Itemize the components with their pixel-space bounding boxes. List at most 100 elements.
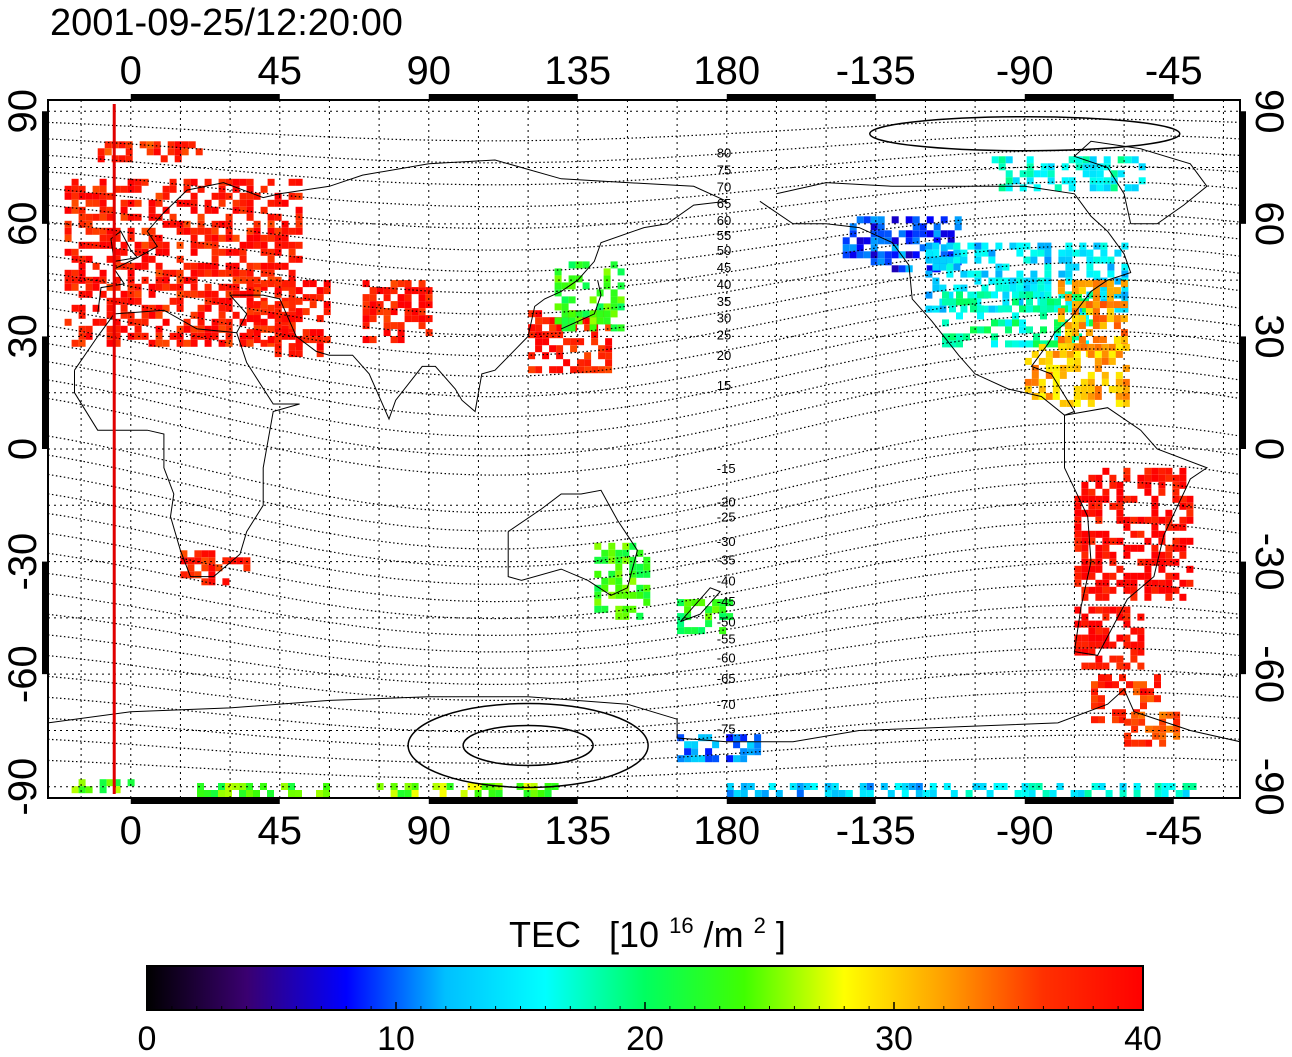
lon-tick-label-bottom: 180 — [693, 809, 760, 853]
tec-cell — [323, 301, 331, 309]
lat-tick-label-left: -90 — [1, 758, 45, 816]
tec-cell — [1088, 530, 1096, 538]
tec-cell — [1179, 544, 1187, 552]
tec-cell — [169, 178, 177, 186]
tec-cell — [411, 315, 419, 323]
tec-cell — [267, 213, 275, 221]
tec-cell — [85, 325, 93, 333]
tec-cell — [1165, 467, 1173, 475]
tec-cell — [922, 790, 930, 797]
tec-cell — [870, 223, 878, 231]
tec-cell — [1080, 392, 1088, 400]
tec-cell — [1059, 364, 1067, 372]
tec-cell — [92, 213, 100, 221]
tec-cell — [1120, 336, 1128, 344]
tec-cell — [1075, 163, 1083, 171]
tec-cell — [1044, 249, 1052, 257]
tec-cell — [981, 249, 989, 257]
tec-cell — [1165, 551, 1173, 559]
tec-cell — [155, 276, 163, 284]
tec-cell — [636, 612, 644, 620]
tec-cell — [274, 241, 282, 249]
tec-cell — [134, 185, 142, 193]
tec-cell — [141, 318, 149, 326]
tec-cell — [1109, 558, 1117, 566]
tec-cell — [1094, 343, 1102, 351]
tec-cell — [1064, 294, 1072, 302]
tec-cell — [1130, 648, 1138, 656]
tec-cell — [390, 308, 398, 316]
tec-cell — [194, 571, 202, 579]
tec-cell — [404, 308, 412, 316]
tec-cell — [891, 244, 899, 252]
tec-cell — [71, 206, 79, 214]
tec-cell — [260, 269, 268, 277]
tec-cell — [1116, 516, 1124, 524]
tec-cell — [211, 318, 219, 326]
tec-cell — [1068, 184, 1076, 192]
contour-label: 50 — [717, 243, 731, 258]
tec-cell — [1158, 474, 1166, 482]
tec-cell — [796, 790, 804, 797]
tec-cell — [1088, 648, 1096, 656]
tec-cell — [1095, 474, 1103, 482]
tec-cell — [1092, 287, 1100, 295]
tec-cell — [605, 345, 613, 353]
tec-cell — [1005, 326, 1012, 334]
tec-cell — [267, 280, 275, 288]
tec-cell — [582, 261, 590, 269]
tec-cell — [1121, 305, 1129, 313]
tec-cell — [92, 227, 100, 235]
tec-cell — [148, 304, 156, 312]
tec-cell — [1116, 634, 1124, 642]
tec-cell — [1068, 177, 1076, 185]
tec-cell — [309, 294, 317, 302]
tec-cell — [243, 557, 251, 565]
tec-cell — [281, 783, 288, 790]
tec-cell — [106, 283, 114, 291]
tec-cell — [1116, 502, 1124, 510]
tec-cell — [260, 241, 268, 249]
tec-cell — [1073, 385, 1081, 393]
tec-cell — [556, 352, 564, 360]
tec-cell — [183, 318, 191, 326]
tec-cell — [232, 311, 240, 319]
tec-cell — [204, 332, 212, 340]
tec-cell — [215, 564, 223, 572]
tec-cell — [390, 322, 398, 330]
tec-cell — [947, 237, 955, 245]
tec-cell — [411, 308, 419, 316]
lon-tick-label-top: 90 — [407, 49, 452, 93]
tec-cell — [1087, 385, 1095, 393]
tec-cell — [954, 223, 962, 231]
tec-cell — [1068, 156, 1076, 164]
lon-tick-label-top: 180 — [693, 49, 760, 93]
tec-cell — [113, 255, 121, 263]
tec-cell — [1123, 516, 1131, 524]
tec-cell — [705, 755, 713, 763]
tec-cell — [169, 297, 177, 305]
tec-cell — [1081, 551, 1089, 559]
tec-cell — [684, 599, 692, 607]
tec-cell — [563, 359, 571, 367]
contour-line — [48, 756, 1240, 780]
tec-cell — [1028, 790, 1036, 797]
tec-cell — [1121, 263, 1129, 271]
tec-cell — [1057, 315, 1065, 323]
tec-cell — [274, 213, 282, 221]
tec-cell — [1092, 308, 1100, 316]
tec-cell — [1064, 343, 1072, 351]
tec-cell — [1179, 551, 1187, 559]
tec-cell — [1109, 537, 1117, 545]
tec-cell — [603, 310, 611, 318]
tec-cell — [1095, 544, 1103, 552]
tec-cell — [225, 304, 233, 312]
tec-cell — [1096, 177, 1104, 185]
tec-cell — [712, 755, 720, 763]
tec-cell — [603, 282, 611, 290]
tec-cell — [218, 325, 226, 333]
tec-cell — [267, 311, 275, 319]
tec-cell — [901, 783, 909, 790]
tec-cell — [1123, 467, 1131, 475]
tec-cell — [584, 366, 592, 374]
